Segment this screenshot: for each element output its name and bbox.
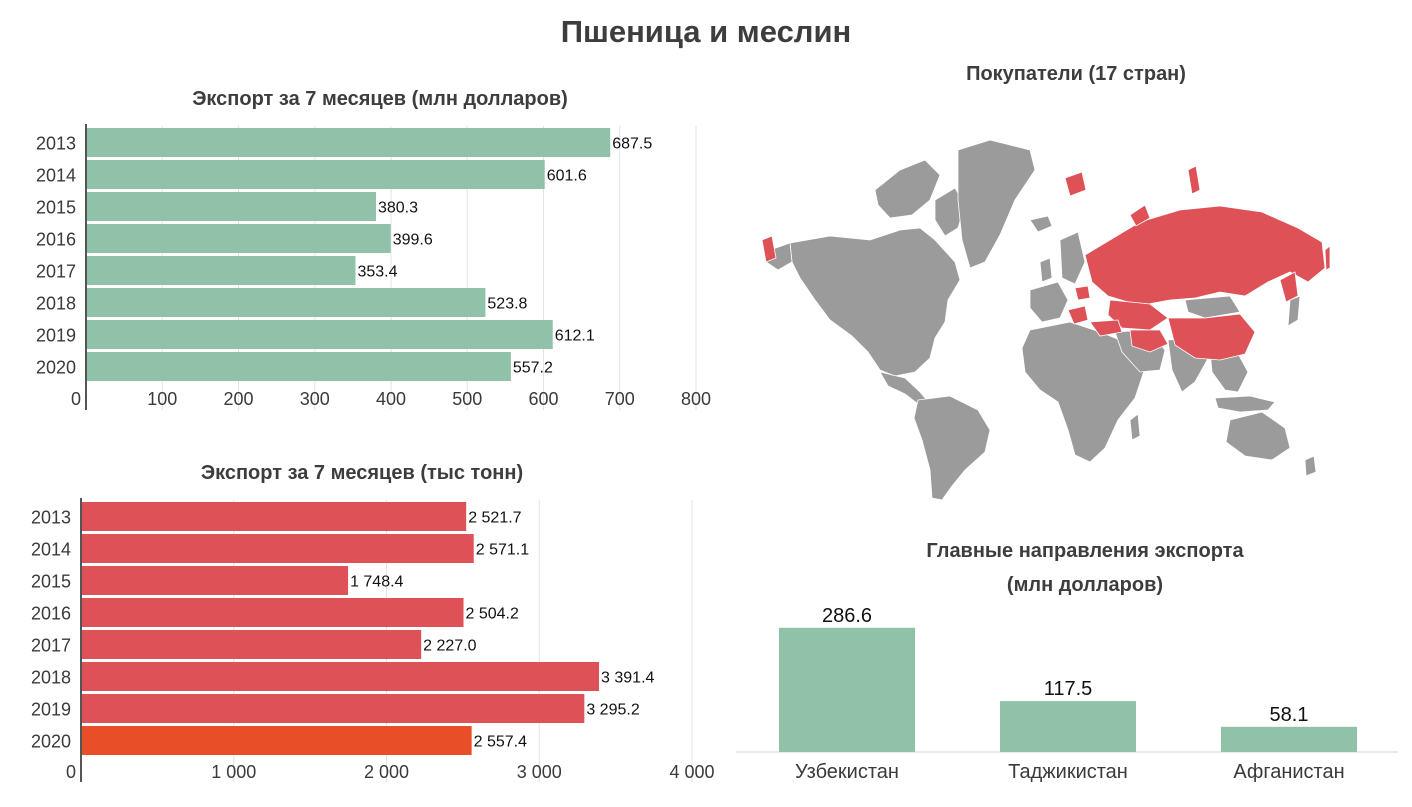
map-balkans [1067,305,1089,325]
map-nz [1304,455,1317,477]
map-turkey [1089,319,1123,337]
page-title: Пшеница и меслин [560,14,852,49]
map-iceland [1029,215,1053,233]
map-svalbard [1064,171,1087,197]
map-uk [1039,257,1053,283]
map-far-east [1279,271,1299,303]
map-central-asia [1129,329,1169,353]
map-western-europe [1029,281,1069,323]
chart-3-title: Главные направления экспорта [926,540,1244,562]
map-africa [1021,321,1146,463]
map-novaya-zemlya [1129,204,1151,227]
map-baltic [1074,285,1091,301]
map-alaska-red [761,235,777,263]
map-madagascar [1129,413,1141,441]
map-arctic-canada [874,159,941,219]
map-south-america [913,395,991,501]
map-baffin [934,187,966,237]
chart-1-title: Экспорт за 7 месяцев (млн долларов) [192,88,568,110]
map-title: Покупатели (17 стран) [966,63,1186,85]
map-indonesia [1214,395,1276,413]
chart-3-subtitle: (млн долларов) [1006,574,1164,596]
map-greenland [957,139,1036,269]
map-north-america [789,227,961,377]
map-australia [1225,411,1291,461]
map-japan [1287,295,1301,327]
map-mongolia [1184,295,1241,319]
chart-2-title: Экспорт за 7 месяцев (тыс тонн) [200,462,524,484]
map-kamchatka [1324,245,1331,271]
map-russia-arctic [1187,165,1201,195]
map-scandinavia [1059,231,1086,285]
map-china [1167,313,1256,361]
